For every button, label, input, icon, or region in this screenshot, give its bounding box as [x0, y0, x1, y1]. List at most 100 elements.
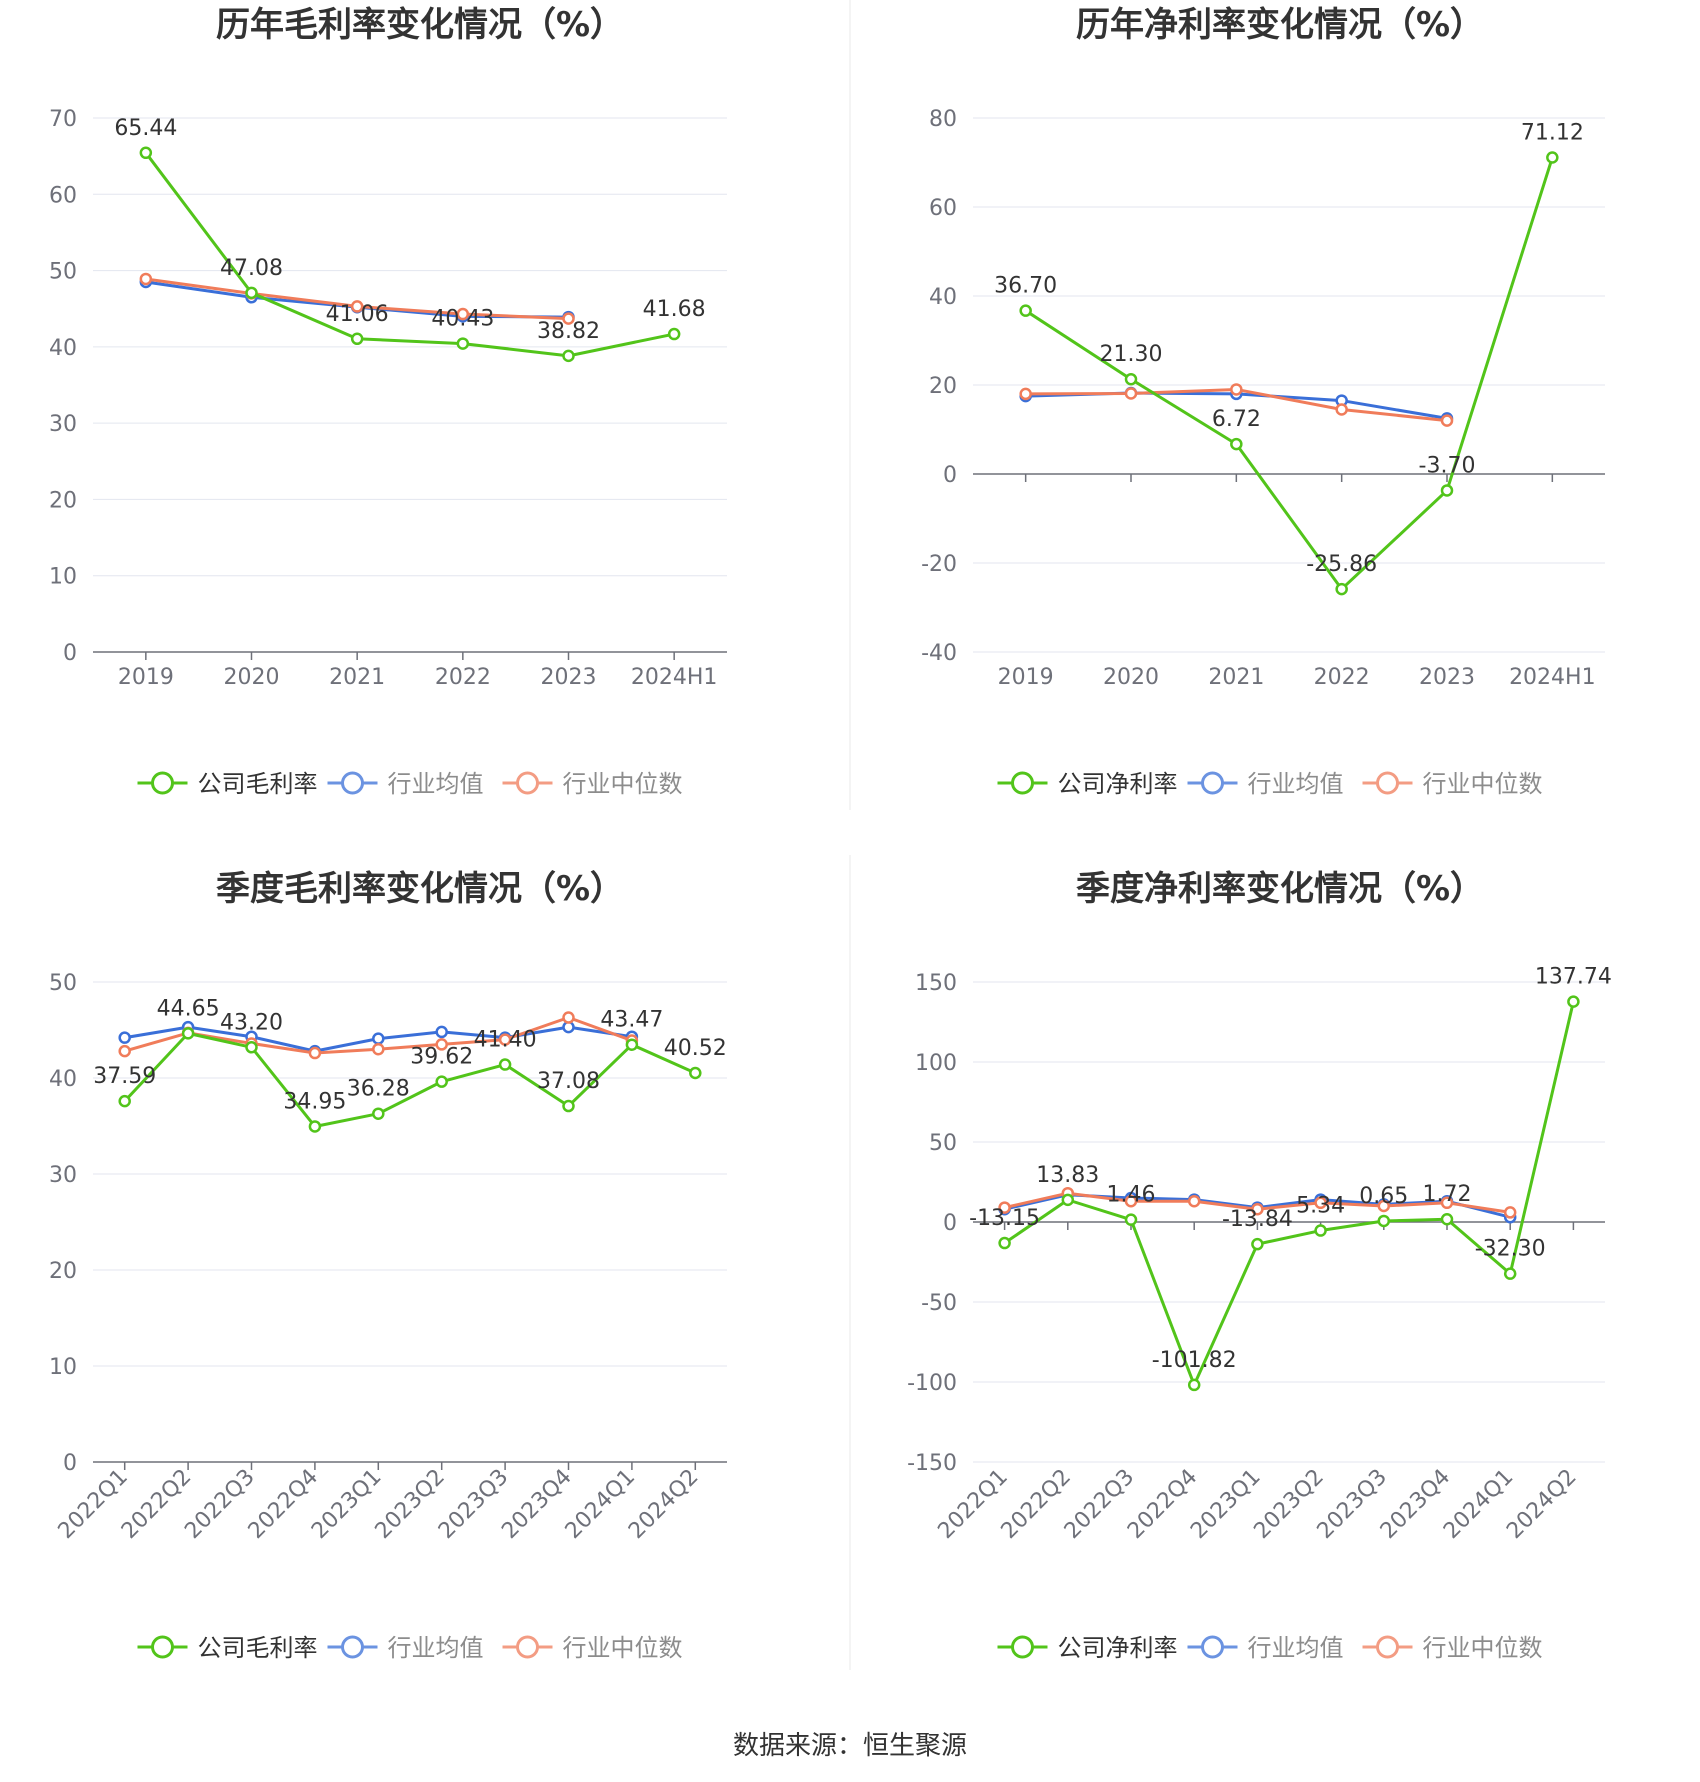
data-point-industry_median — [350, 300, 364, 313]
legend-marker — [1201, 1635, 1224, 1659]
data-point-company — [1314, 1224, 1327, 1237]
legend: 公司净利率 行业均值 行业中位数 — [997, 1634, 1543, 1662]
data-point-company — [562, 349, 575, 363]
x-tick-label: 2022Q4 — [244, 1465, 323, 1544]
series-line-company — [1024, 157, 1554, 591]
data-label: 0.65 — [1359, 1184, 1408, 1209]
data-point-industry_median — [1019, 387, 1032, 401]
data-label: 43.20 — [220, 1010, 283, 1035]
data-label: 36.70 — [994, 274, 1057, 299]
chart-3: 季度毛利率变化情况（%）010203040502022Q12022Q22022Q… — [49, 869, 727, 1662]
legend-label: 公司净利率 — [1058, 1634, 1178, 1662]
data-point-company — [118, 1094, 131, 1108]
x-tick-label: 2022Q3 — [1060, 1465, 1139, 1544]
legend-marker — [1201, 771, 1224, 795]
x-tick-label: 2024H1 — [631, 665, 718, 690]
legend-item: 行业中位数 — [502, 770, 683, 798]
data-point-company — [456, 337, 470, 350]
data-point-industry_median — [1124, 387, 1138, 400]
data-point-company — [1377, 1214, 1391, 1228]
data-point-industry_median — [1230, 383, 1243, 396]
data-label: 65.44 — [114, 116, 177, 141]
y-tick-label: -100 — [907, 1371, 957, 1396]
series-line-company — [1003, 1001, 1575, 1387]
data-point-company — [625, 1038, 639, 1051]
y-tick-label: 0 — [943, 1211, 957, 1236]
chart-title: 历年净利率变化情况（%） — [1076, 5, 1484, 45]
data-point-industry_median — [1503, 1206, 1517, 1219]
legend-marker — [1376, 1635, 1399, 1659]
legend-item: 行业均值 — [327, 1634, 484, 1662]
legend-label: 行业均值 — [1248, 1634, 1344, 1662]
data-point-company — [1546, 151, 1559, 164]
data-label: 13.83 — [1036, 1163, 1099, 1188]
legend-label: 公司毛利率 — [198, 1634, 318, 1662]
x-tick-label: 2023Q2 — [371, 1465, 450, 1544]
y-tick-label: -20 — [921, 552, 957, 577]
legend-label: 行业中位数 — [1423, 770, 1543, 798]
data-label: 40.43 — [431, 307, 494, 332]
legend-marker — [341, 771, 364, 795]
data-label: 71.12 — [1521, 121, 1584, 146]
data-point-company — [1440, 1212, 1454, 1226]
data-point-company — [1335, 582, 1348, 596]
x-tick-label: 2022Q1 — [933, 1465, 1012, 1544]
chart-4: 季度净利率变化情况（%）-150-100-500501001502022Q120… — [907, 869, 1612, 1662]
data-point-company — [308, 1120, 322, 1133]
legend-marker — [1011, 771, 1034, 795]
y-tick-label: 20 — [49, 1259, 77, 1284]
data-point-industry_avg — [118, 1031, 131, 1044]
data-label: 1.46 — [1107, 1183, 1156, 1208]
x-tick-label: 2023Q3 — [1313, 1465, 1392, 1544]
legend-label: 公司毛利率 — [198, 770, 318, 798]
legend-label: 行业均值 — [388, 1634, 484, 1662]
x-tick-label: 2022Q4 — [1123, 1465, 1202, 1544]
data-label: 34.95 — [283, 1089, 346, 1114]
data-label: 41.68 — [643, 297, 706, 322]
y-tick-label: 40 — [49, 1067, 77, 1092]
data-point-company — [562, 1099, 575, 1113]
x-tick-label: 2019 — [118, 665, 174, 690]
y-tick-label: -50 — [921, 1291, 957, 1316]
legend-marker — [516, 1635, 539, 1659]
legend-item: 行业中位数 — [1362, 1634, 1543, 1662]
x-tick-label: 2023 — [1419, 665, 1475, 690]
data-label: 47.08 — [220, 256, 283, 281]
data-point-company — [1187, 1378, 1201, 1392]
legend-item: 行业均值 — [1187, 1634, 1344, 1662]
x-tick-label: 2023Q1 — [1186, 1465, 1265, 1544]
data-point-company — [1503, 1267, 1517, 1280]
x-tick-label: 2023Q2 — [1249, 1465, 1328, 1544]
data-label: 37.08 — [537, 1069, 600, 1094]
data-point-company — [1567, 995, 1580, 1008]
x-tick-label: 2021 — [329, 665, 385, 690]
data-point-company — [350, 332, 364, 346]
y-tick-label: 10 — [49, 565, 77, 590]
data-label: 40.52 — [664, 1036, 727, 1061]
data-point-industry_median — [562, 312, 575, 325]
y-tick-label: 30 — [49, 1163, 77, 1188]
y-tick-label: 50 — [929, 1131, 957, 1156]
legend-label: 行业均值 — [1248, 770, 1344, 798]
data-point-industry_median — [498, 1033, 512, 1046]
data-point-company — [998, 1236, 1011, 1250]
x-tick-label: 2023Q4 — [497, 1465, 576, 1544]
x-tick-label: 2022 — [435, 665, 491, 690]
x-tick-label: 2022Q2 — [117, 1465, 196, 1544]
data-point-company — [1440, 484, 1454, 497]
data-point-industry_median — [1124, 1194, 1138, 1208]
data-label: -101.82 — [1152, 1348, 1237, 1373]
data-point-industry_avg — [435, 1025, 448, 1039]
legend-item: 行业均值 — [1187, 770, 1344, 798]
legend-item: 行业中位数 — [502, 1634, 683, 1662]
x-tick-label: 2024Q1 — [1439, 1465, 1518, 1544]
legend: 公司毛利率 行业均值 行业中位数 — [137, 1634, 683, 1662]
y-tick-label: 150 — [915, 971, 957, 996]
data-label: 21.30 — [1100, 342, 1163, 367]
data-point-industry_median — [1335, 403, 1348, 416]
data-point-company — [372, 1107, 385, 1120]
data-label: -32.30 — [1475, 1237, 1546, 1262]
data-label: 39.62 — [410, 1045, 473, 1070]
y-tick-label: 10 — [49, 1355, 77, 1380]
y-tick-label: 60 — [49, 183, 77, 208]
